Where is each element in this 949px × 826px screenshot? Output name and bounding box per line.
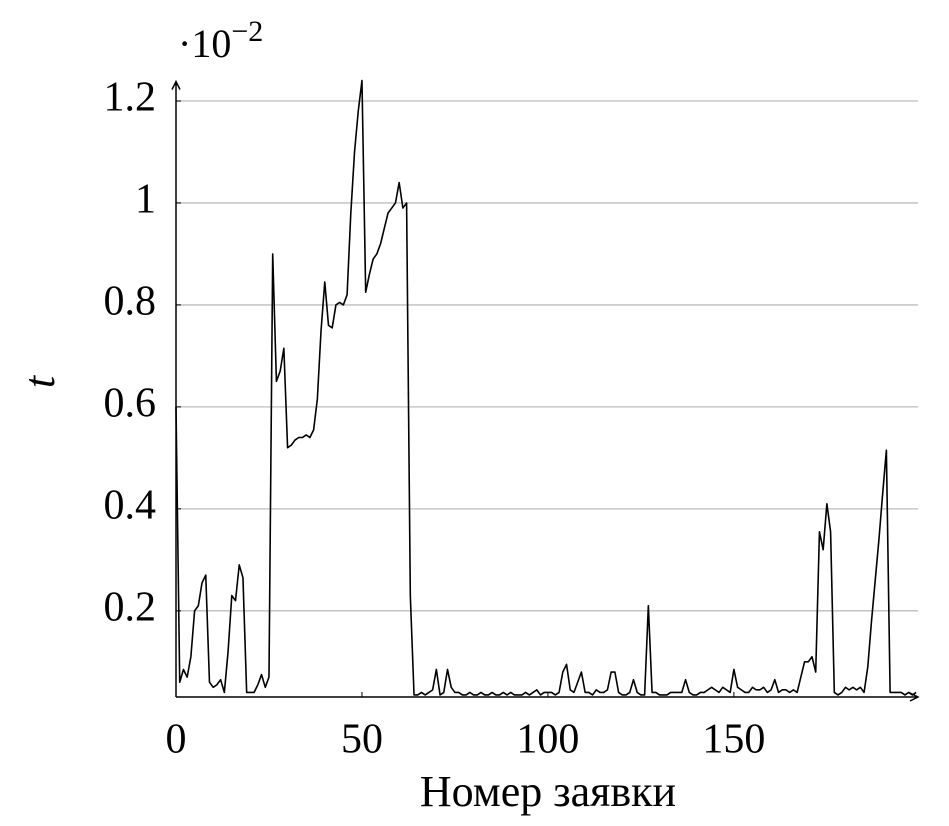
y-axis bbox=[171, 79, 181, 697]
scale-exponent: −2 bbox=[231, 15, 263, 48]
data-line bbox=[175, 79, 917, 696]
scale-label: ·10−2 bbox=[178, 15, 263, 66]
x-tick-label: 100 bbox=[516, 717, 579, 763]
x-axis bbox=[176, 692, 920, 702]
y-tick-label: 0.2 bbox=[104, 584, 157, 630]
y-tick-label: 0.8 bbox=[104, 279, 157, 325]
y-tick-label: 0.6 bbox=[104, 381, 157, 427]
x-tick-label: 150 bbox=[702, 717, 765, 763]
y-tick-label: 1 bbox=[135, 177, 156, 223]
y-tick-label: 1.2 bbox=[104, 75, 157, 121]
x-axis-label: Номер заявки bbox=[420, 767, 676, 816]
scale-base: ·10 bbox=[178, 21, 231, 66]
y-tick-label: 0.4 bbox=[104, 483, 157, 529]
x-tick-label: 50 bbox=[341, 717, 383, 763]
x-tick-label: 0 bbox=[166, 717, 187, 763]
y-axis-label: t bbox=[15, 374, 64, 388]
